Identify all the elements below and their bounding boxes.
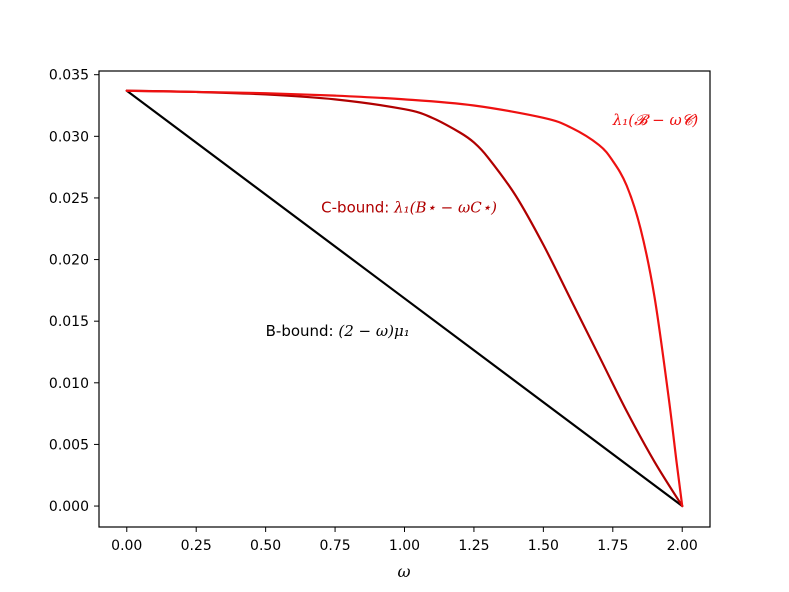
- y-tick-label: 0.015: [49, 314, 89, 330]
- y-tick-label: 0.020: [49, 253, 89, 269]
- annotation-math: λ₁(B⋆ − ωC⋆): [393, 199, 497, 217]
- annotation-math: λ₁(𝓑 − ω𝓒): [612, 111, 699, 129]
- ticks-layer: 0.00 0.25 0.50 0.75 1.00 1.25 1.50 1.75 2.00 0.00…: [49, 68, 698, 554]
- annotation-math: (2 − ω)μ₁: [338, 322, 409, 340]
- series-line-1: [125, 89, 684, 508]
- x-tick-label: 0.75: [319, 538, 350, 554]
- y-tick-label: 0.005: [49, 437, 89, 453]
- x-tick-label: 2.00: [667, 538, 698, 554]
- x-tick-label: 1.25: [458, 538, 489, 554]
- annotations-layer: λ₁(𝓑 − ω𝓒) C-bound: λ₁(B⋆ − ωC⋆) B-bound: …: [266, 111, 699, 340]
- series-line-2: [125, 89, 684, 508]
- x-tick-label: 1.00: [389, 538, 420, 554]
- x-tick-label: 0.50: [250, 538, 281, 554]
- x-axis-label: ω: [397, 562, 410, 581]
- x-tick-label: 1.50: [528, 538, 559, 554]
- annotation-1: C-bound: λ₁(B⋆ − ωC⋆): [321, 199, 497, 217]
- annotation-2: B-bound: (2 − ω)μ₁: [266, 322, 410, 340]
- x-tick-label: 1.75: [597, 538, 628, 554]
- x-tick-label: 0.25: [181, 538, 212, 554]
- y-tick-label: 0.000: [49, 499, 89, 515]
- series-layer: [125, 89, 684, 508]
- series-line-0: [125, 89, 684, 508]
- y-tick-label: 0.035: [49, 68, 89, 84]
- annotation-prefix: C-bound:: [321, 199, 394, 217]
- y-tick-label: 0.030: [49, 129, 89, 145]
- annotation-prefix: B-bound:: [266, 322, 339, 340]
- y-tick-label: 0.010: [49, 376, 89, 392]
- annotation-0: λ₁(𝓑 − ω𝓒): [612, 111, 699, 129]
- x-tick-label: 0.00: [111, 538, 142, 554]
- y-tick-label: 0.025: [49, 191, 89, 207]
